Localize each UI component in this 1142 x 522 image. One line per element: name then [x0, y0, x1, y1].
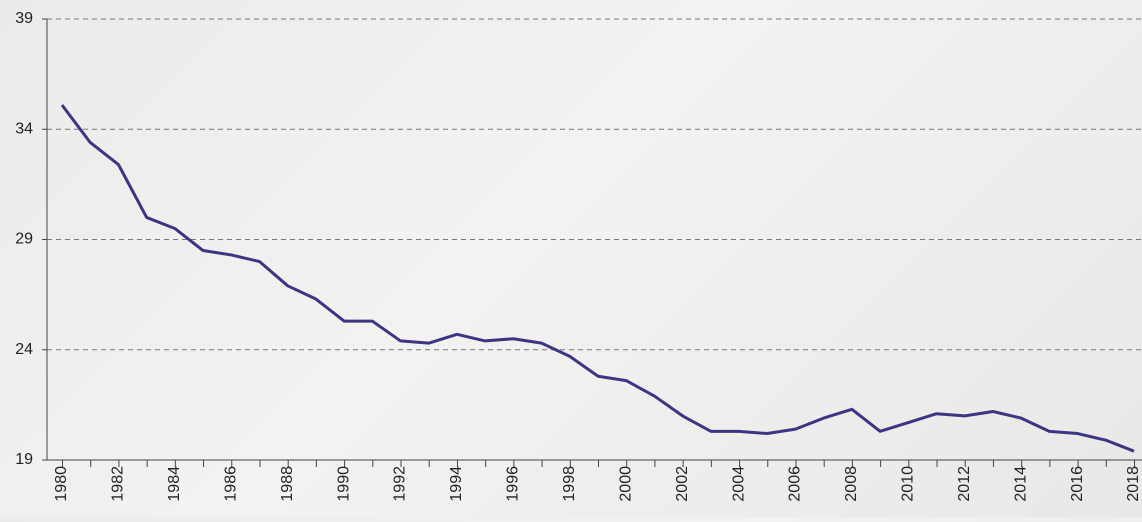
x-tick-label: 2000 [617, 466, 634, 502]
x-tick-label: 1992 [392, 466, 409, 502]
x-tick-label: 1982 [110, 466, 127, 502]
x-tick-label: 1998 [561, 466, 578, 502]
x-tick-label: 2010 [900, 466, 917, 502]
x-tick-label: 2004 [730, 466, 747, 502]
y-tick-label: 24 [15, 341, 33, 358]
x-tick-label: 1996 [505, 466, 522, 502]
x-tick-label: 1994 [448, 466, 465, 502]
x-tick-label: 2002 [674, 466, 691, 502]
x-tick-label: 2006 [787, 466, 804, 502]
x-tick-label: 2008 [843, 466, 860, 502]
x-tick-label: 1990 [335, 466, 352, 502]
x-tick-label: 1984 [166, 466, 183, 502]
x-tick-label: 1986 [222, 466, 239, 502]
x-tick-label: 1980 [53, 466, 70, 502]
data-line [60, 104, 1135, 453]
y-tick-label: 19 [15, 451, 33, 468]
y-tick-label: 39 [15, 10, 33, 27]
x-tick-label: 2012 [956, 466, 973, 502]
x-tick-label: 1988 [279, 466, 296, 502]
x-tick-label: 2018 [1125, 466, 1142, 502]
y-tick-label: 34 [15, 120, 33, 137]
x-tick-label: 2014 [1012, 466, 1029, 502]
x-tick-label: 2016 [1069, 466, 1086, 502]
y-tick-label: 29 [15, 231, 33, 248]
